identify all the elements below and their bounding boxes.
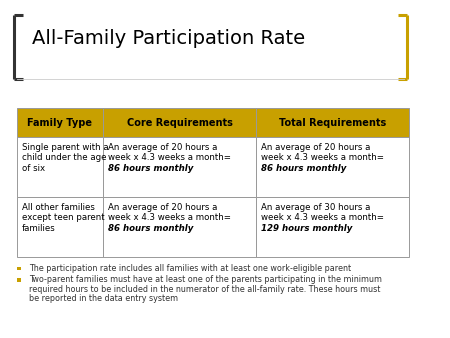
Text: All-Family Participation Rate: All-Family Participation Rate <box>32 29 305 48</box>
Text: 86 hours monthly: 86 hours monthly <box>108 164 194 173</box>
Text: The participation rate includes all families with at least one work-eligible par: The participation rate includes all fami… <box>30 264 351 273</box>
Text: week x 4.3 weeks a month=: week x 4.3 weeks a month= <box>261 214 384 222</box>
Text: week x 4.3 weeks a month=: week x 4.3 weeks a month= <box>108 153 231 163</box>
Bar <box>256 137 409 197</box>
Text: week x 4.3 weeks a month=: week x 4.3 weeks a month= <box>108 214 231 222</box>
Bar <box>17 197 103 257</box>
Bar <box>17 278 21 282</box>
Text: An average of 20 hours a: An average of 20 hours a <box>261 143 370 152</box>
Bar <box>17 108 103 137</box>
Text: Core Requirements: Core Requirements <box>126 118 232 127</box>
Text: week x 4.3 weeks a month=: week x 4.3 weeks a month= <box>261 153 384 163</box>
Text: All other families: All other families <box>22 203 95 212</box>
Text: of six: of six <box>22 164 45 173</box>
Text: Single parent with a: Single parent with a <box>22 143 108 152</box>
Text: be reported in the data entry system: be reported in the data entry system <box>30 294 179 303</box>
Text: required hours to be included in the numerator of the all-family rate. These hou: required hours to be included in the num… <box>30 285 381 294</box>
Bar <box>256 197 409 257</box>
Text: 129 hours monthly: 129 hours monthly <box>261 224 352 233</box>
Bar <box>256 108 409 137</box>
Bar <box>17 137 103 197</box>
Text: An average of 30 hours a: An average of 30 hours a <box>261 203 370 212</box>
Text: An average of 20 hours a: An average of 20 hours a <box>108 143 217 152</box>
Text: 86 hours monthly: 86 hours monthly <box>108 224 194 233</box>
Bar <box>103 108 256 137</box>
Text: child under the age: child under the age <box>22 153 106 163</box>
Text: except teen parent: except teen parent <box>22 214 104 222</box>
Text: families: families <box>22 224 56 233</box>
Bar <box>103 137 256 197</box>
Bar <box>103 197 256 257</box>
Text: Total Requirements: Total Requirements <box>279 118 386 127</box>
Text: Two-parent families must have at least one of the parents participating in the m: Two-parent families must have at least o… <box>30 275 382 284</box>
Text: 86 hours monthly: 86 hours monthly <box>261 164 346 173</box>
Text: Family Type: Family Type <box>27 118 92 127</box>
Text: An average of 20 hours a: An average of 20 hours a <box>108 203 217 212</box>
Bar <box>17 267 21 270</box>
